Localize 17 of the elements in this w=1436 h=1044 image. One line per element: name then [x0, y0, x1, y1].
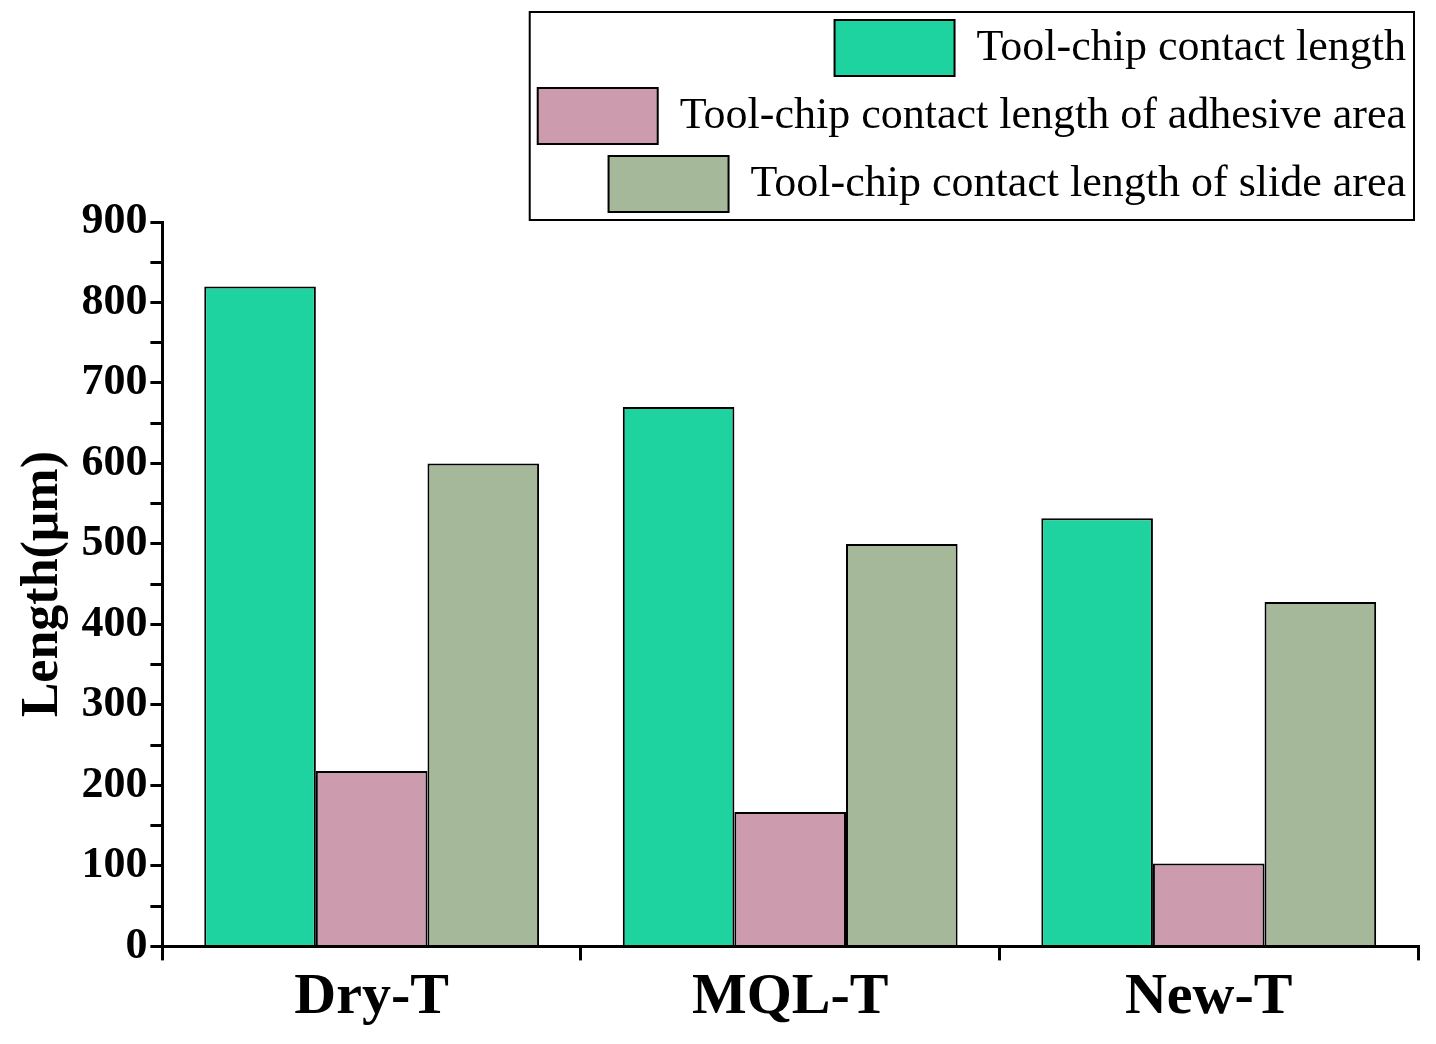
y-tick-label: 900	[81, 194, 148, 244]
y-tick-label: 400	[81, 596, 148, 646]
legend-label: Tool-chip contact length	[976, 20, 1406, 70]
x-tick-label: MQL-T	[691, 961, 889, 1027]
y-tick-label: 700	[81, 355, 148, 405]
y-tick-label: 0	[125, 918, 148, 968]
y-tick-label: 800	[81, 274, 148, 324]
x-tick-label: New-T	[1124, 961, 1293, 1027]
legend-label: Tool-chip contact length of adhesive area	[679, 88, 1406, 138]
y-tick-label: 500	[81, 516, 148, 566]
legend-label: Tool-chip contact length of slide area	[750, 156, 1407, 206]
y-tick-label: 300	[81, 677, 148, 727]
y-axis-title: Length(μm)	[10, 451, 69, 718]
y-tick-label: 100	[81, 838, 148, 888]
y-tick-label: 200	[81, 757, 148, 807]
x-tick-label: Dry-T	[294, 961, 449, 1027]
y-tick-label: 600	[81, 435, 148, 485]
